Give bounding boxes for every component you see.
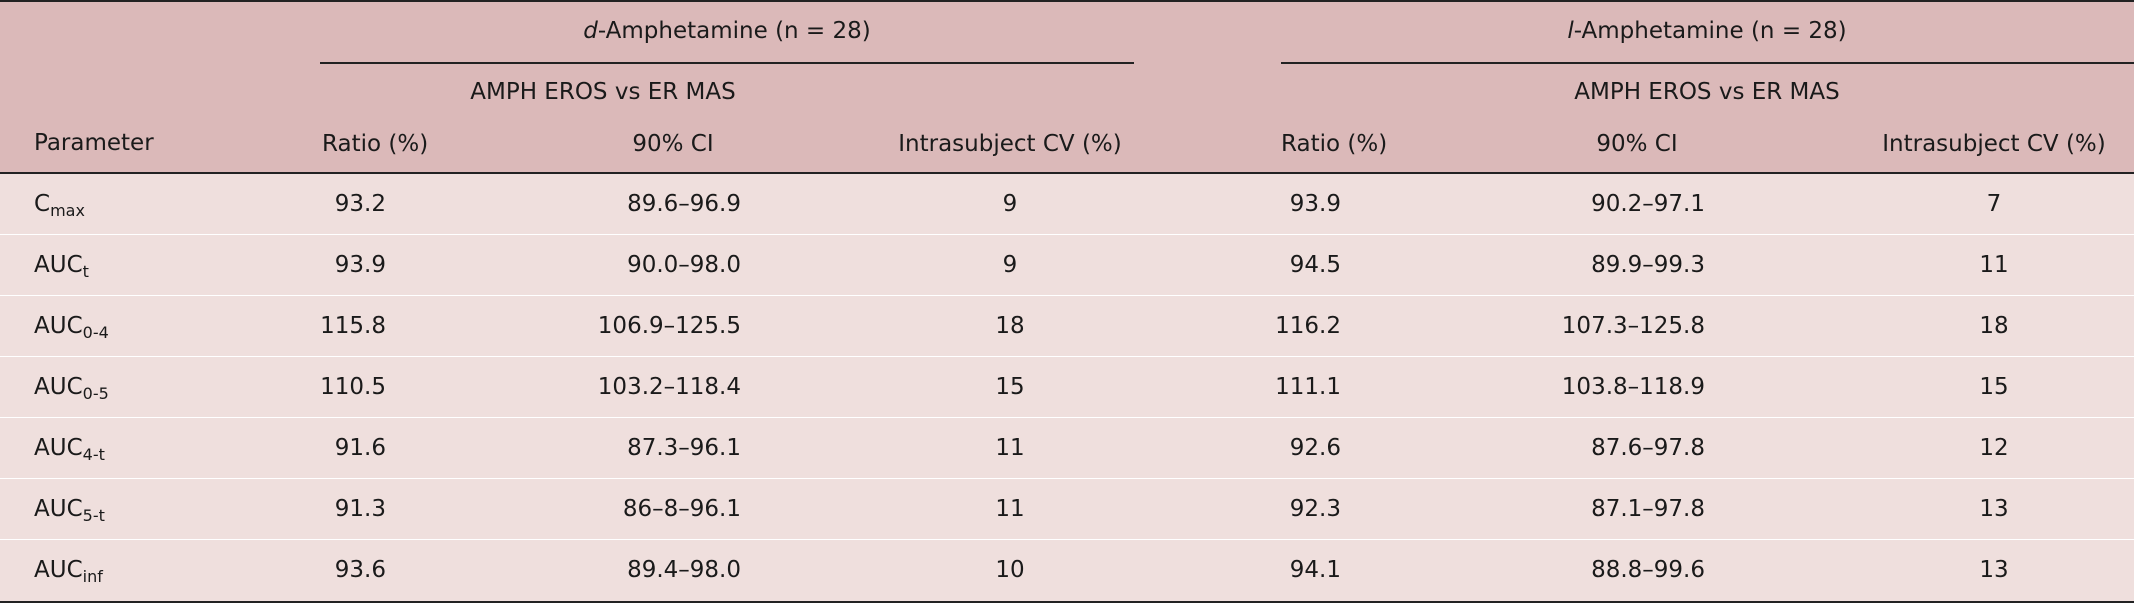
l-amphetamine-group-header: l-Amphetamine (n = 28)	[1567, 18, 1847, 44]
l-ratio-cell: 94.1	[1289, 557, 1341, 583]
parameter-cell: AUC0-5	[34, 374, 109, 403]
row-separator	[0, 295, 2134, 296]
d-ratio-cell: 110.5	[320, 374, 386, 400]
parameter-cell: AUC4-t	[34, 435, 105, 464]
row-separator	[0, 417, 2134, 418]
top-rule	[0, 0, 2134, 2]
d-group-underline	[320, 62, 1134, 64]
d-ratio-cell: 91.3	[334, 496, 386, 522]
d-cv-cell: 9	[1002, 252, 1018, 278]
parameter-column-header: Parameter	[34, 130, 154, 156]
l-ratio-cell: 92.3	[1289, 496, 1341, 522]
d-ratio-cell: 93.6	[334, 557, 386, 583]
d-comparison-header: AMPH EROS vs ER MAS	[470, 79, 736, 105]
l-cv-cell: 11	[1979, 252, 2009, 278]
l-ci-column-header: 90% CI	[1596, 131, 1678, 157]
l-ci-cell: 88.8–99.6	[1591, 557, 1705, 583]
l-cv-column-header: Intrasubject CV (%)	[1882, 131, 2106, 157]
l-cv-cell: 13	[1979, 557, 2009, 583]
l-ci-cell: 89.9–99.3	[1591, 252, 1705, 278]
d-ci-cell: 87.3–96.1	[627, 435, 741, 461]
l-ratio-cell: 116.2	[1275, 313, 1341, 339]
d-ratio-cell: 93.9	[334, 252, 386, 278]
d-cv-cell: 18	[995, 313, 1025, 339]
l-ci-cell: 87.1–97.8	[1591, 496, 1705, 522]
d-cv-cell: 11	[995, 496, 1025, 522]
l-ratio-cell: 94.5	[1289, 252, 1341, 278]
table-header-background	[0, 0, 2134, 173]
d-ci-cell: 106.9–125.5	[597, 313, 741, 339]
row-separator	[0, 478, 2134, 479]
l-ci-cell: 107.3–125.8	[1561, 313, 1705, 339]
l-ratio-column-header: Ratio (%)	[1281, 131, 1388, 157]
d-cv-column-header: Intrasubject CV (%)	[898, 131, 1122, 157]
table-body-background	[0, 173, 2134, 601]
l-ci-cell: 103.8–118.9	[1561, 374, 1705, 400]
d-ratio-cell: 115.8	[320, 313, 386, 339]
d-ratio-cell: 93.2	[334, 191, 386, 217]
d-cv-cell: 9	[1002, 191, 1018, 217]
d-ci-cell: 89.6–96.9	[627, 191, 741, 217]
parameter-cell: Cmax	[34, 191, 85, 220]
l-ratio-cell: 93.9	[1289, 191, 1341, 217]
d-ci-cell: 90.0–98.0	[627, 252, 741, 278]
parameter-cell: AUC0-4	[34, 313, 109, 342]
l-ratio-cell: 111.1	[1275, 374, 1341, 400]
l-ci-cell: 87.6–97.8	[1591, 435, 1705, 461]
row-separator	[0, 234, 2134, 235]
d-cv-cell: 15	[995, 374, 1025, 400]
d-amphetamine-group-header: d-Amphetamine (n = 28)	[583, 18, 871, 44]
d-ratio-column-header: Ratio (%)	[322, 131, 429, 157]
d-ci-cell: 103.2–118.4	[597, 374, 741, 400]
row-separator	[0, 539, 2134, 540]
d-ratio-cell: 91.6	[334, 435, 386, 461]
d-ci-column-header: 90% CI	[632, 131, 714, 157]
header-bottom-rule	[0, 172, 2134, 174]
bottom-rule	[0, 601, 2134, 603]
l-cv-cell: 12	[1979, 435, 2009, 461]
d-cv-cell: 10	[995, 557, 1025, 583]
l-cv-cell: 13	[1979, 496, 2009, 522]
parameter-cell: AUCt	[34, 252, 89, 281]
l-cv-cell: 18	[1979, 313, 2009, 339]
row-separator	[0, 356, 2134, 357]
l-cv-cell: 7	[1986, 191, 2002, 217]
l-comparison-header: AMPH EROS vs ER MAS	[1574, 79, 1840, 105]
d-ci-cell: 89.4–98.0	[627, 557, 741, 583]
l-ci-cell: 90.2–97.1	[1591, 191, 1705, 217]
l-group-underline	[1281, 62, 2134, 64]
d-ci-cell: 86–8–96.1	[622, 496, 741, 522]
l-cv-cell: 15	[1979, 374, 2009, 400]
parameter-cell: AUCinf	[34, 557, 103, 586]
parameter-cell: AUC5-t	[34, 496, 105, 525]
l-ratio-cell: 92.6	[1289, 435, 1341, 461]
d-cv-cell: 11	[995, 435, 1025, 461]
